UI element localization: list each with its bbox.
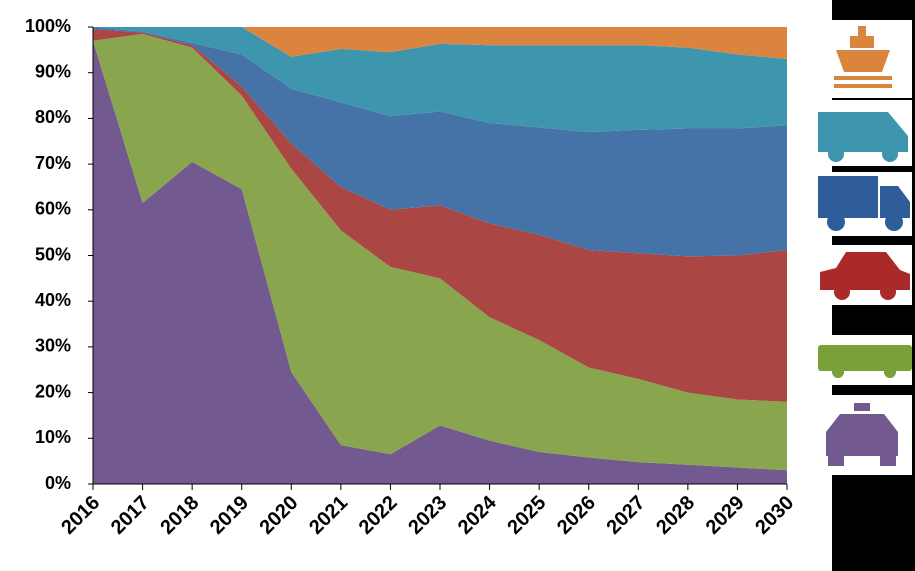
area (93, 40, 787, 485)
bus-icon (818, 345, 912, 378)
area (93, 33, 787, 471)
y-tick-label: 20% (35, 381, 71, 401)
y-tick-label: 90% (35, 61, 71, 81)
y-tick-label: 10% (35, 427, 71, 447)
van-icon (818, 112, 908, 162)
y-tick-label: 70% (35, 153, 71, 173)
icons (812, 20, 912, 475)
taxi-icon (826, 403, 898, 466)
y-tick-label: 60% (35, 199, 71, 219)
ship-icon (834, 26, 892, 88)
y-tick-label: 80% (35, 107, 71, 127)
area (93, 27, 787, 59)
y-tick-label: 50% (35, 244, 71, 264)
truck-icon (818, 176, 910, 231)
y-tick-label: 30% (35, 336, 71, 356)
area (93, 27, 787, 133)
area (93, 29, 787, 402)
y-tick-label: 0% (45, 473, 71, 493)
y-tick-label: 40% (35, 290, 71, 310)
y-tick-label: 100% (25, 16, 71, 36)
car-icon (820, 252, 910, 300)
area (93, 27, 787, 257)
